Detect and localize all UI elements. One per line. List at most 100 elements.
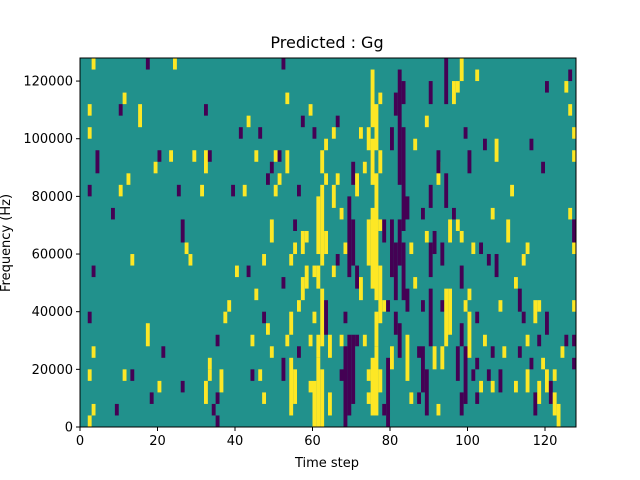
heatmap-cell [498,300,503,312]
heatmap-cell [339,207,344,220]
heatmap-cell [204,150,208,174]
heatmap-cell [444,288,449,347]
heatmap-cell [200,184,205,197]
heatmap-cell [517,346,522,358]
heatmap-cell [258,127,263,139]
heatmap-cell [308,380,313,393]
heatmap-cell [293,242,298,255]
heatmap-cell [328,334,332,358]
heatmap-cell [572,334,577,347]
x-tick-label: 120 [533,434,558,449]
heatmap-cell [231,184,236,197]
heatmap-cell [432,346,437,370]
heatmap-cell [475,392,480,404]
heatmap-cell [219,369,224,393]
heatmap-cell [393,92,398,116]
heatmap-cell [111,207,115,220]
heatmap-cell [533,392,538,416]
heatmap-cell [366,127,371,151]
heatmap-cell [204,380,208,404]
heatmap-cell [277,173,282,185]
heatmap-cell [568,207,573,220]
heatmap-cell [173,58,177,70]
heatmap-cell [126,173,131,185]
heatmap-cell [91,403,96,416]
x-tick-label: 40 [227,434,244,449]
heatmap-cell [413,277,418,289]
heatmap-cell [541,161,546,174]
heatmap-cell [568,69,573,82]
heatmap-cell [436,403,441,416]
heatmap-cell [463,300,468,312]
heatmap-cell [300,115,305,128]
heatmap-cell [215,334,220,347]
heatmap-cell [300,230,305,255]
heatmap-cell [293,369,298,404]
heatmap-cell [370,138,375,185]
heatmap-cell [459,230,464,243]
heatmap-cell [289,254,294,266]
x-tick-label: 20 [149,434,166,449]
heatmap-cell [324,300,329,335]
heatmap-cell [382,300,387,312]
heatmap-cell [393,311,398,335]
heatmap-cell [308,104,313,116]
plot-area [79,57,577,428]
heatmap-cell [277,150,282,162]
heatmap-cell [207,369,212,381]
heatmap-cell [297,184,301,197]
heatmap-cell [91,265,96,278]
heatmap-cell [452,81,456,105]
heatmap-cell [541,357,546,370]
heatmap-cell [494,254,499,278]
heatmap-cell [463,346,468,404]
heatmap-cell [347,334,352,416]
heatmap-cell [424,115,429,128]
heatmap-cell [572,300,577,312]
heatmap-cell [374,173,379,231]
heatmap-cell [308,334,313,347]
x-axis: 0 20 40 60 80 100 120 [76,427,558,449]
heatmap-cell [285,92,290,105]
heatmap-cell [421,346,425,393]
heatmap-cell [479,380,484,393]
heatmap-cell [316,357,321,427]
heatmap-cell [502,346,507,358]
heatmap-cell [215,415,220,427]
heatmap-cell [161,346,166,358]
heatmap-cell [374,346,379,416]
heatmap-cell [87,104,92,116]
heatmap-cell [440,346,445,370]
heatmap-cell [339,369,344,381]
heatmap-cell [149,392,154,404]
heatmap-cell [424,230,429,243]
heatmap-cell [266,323,270,335]
heatmap-cell [413,138,418,151]
heatmap-cell [262,392,267,404]
heatmap-cell [246,265,251,278]
heatmap-cell [421,207,425,220]
heatmap-cell [316,196,321,255]
heatmap-cell [545,81,549,93]
heatmap-cell [475,357,480,370]
heatmap-cell [467,288,472,301]
heatmap-cell [246,115,251,128]
heatmap-cell [347,196,352,278]
heatmap-cell [122,369,127,381]
y-tick-label: 120000 [23,75,73,90]
heatmap-cell [312,380,317,428]
heatmap-cell [324,173,329,185]
y-tick-label: 60000 [32,248,73,263]
heatmap-cell [118,184,123,197]
heatmap-cell [118,104,123,116]
heatmap-cell [494,138,499,162]
heatmap-cell [572,357,577,370]
heatmap-cell [459,323,464,347]
heatmap-cell [490,346,495,358]
heatmap-cell [525,369,530,393]
heatmap-cell [289,357,294,416]
heatmap-cell [483,334,487,347]
heatmap-cell [424,369,429,416]
heatmap-cell [355,173,360,197]
heatmap-cell [359,277,363,301]
